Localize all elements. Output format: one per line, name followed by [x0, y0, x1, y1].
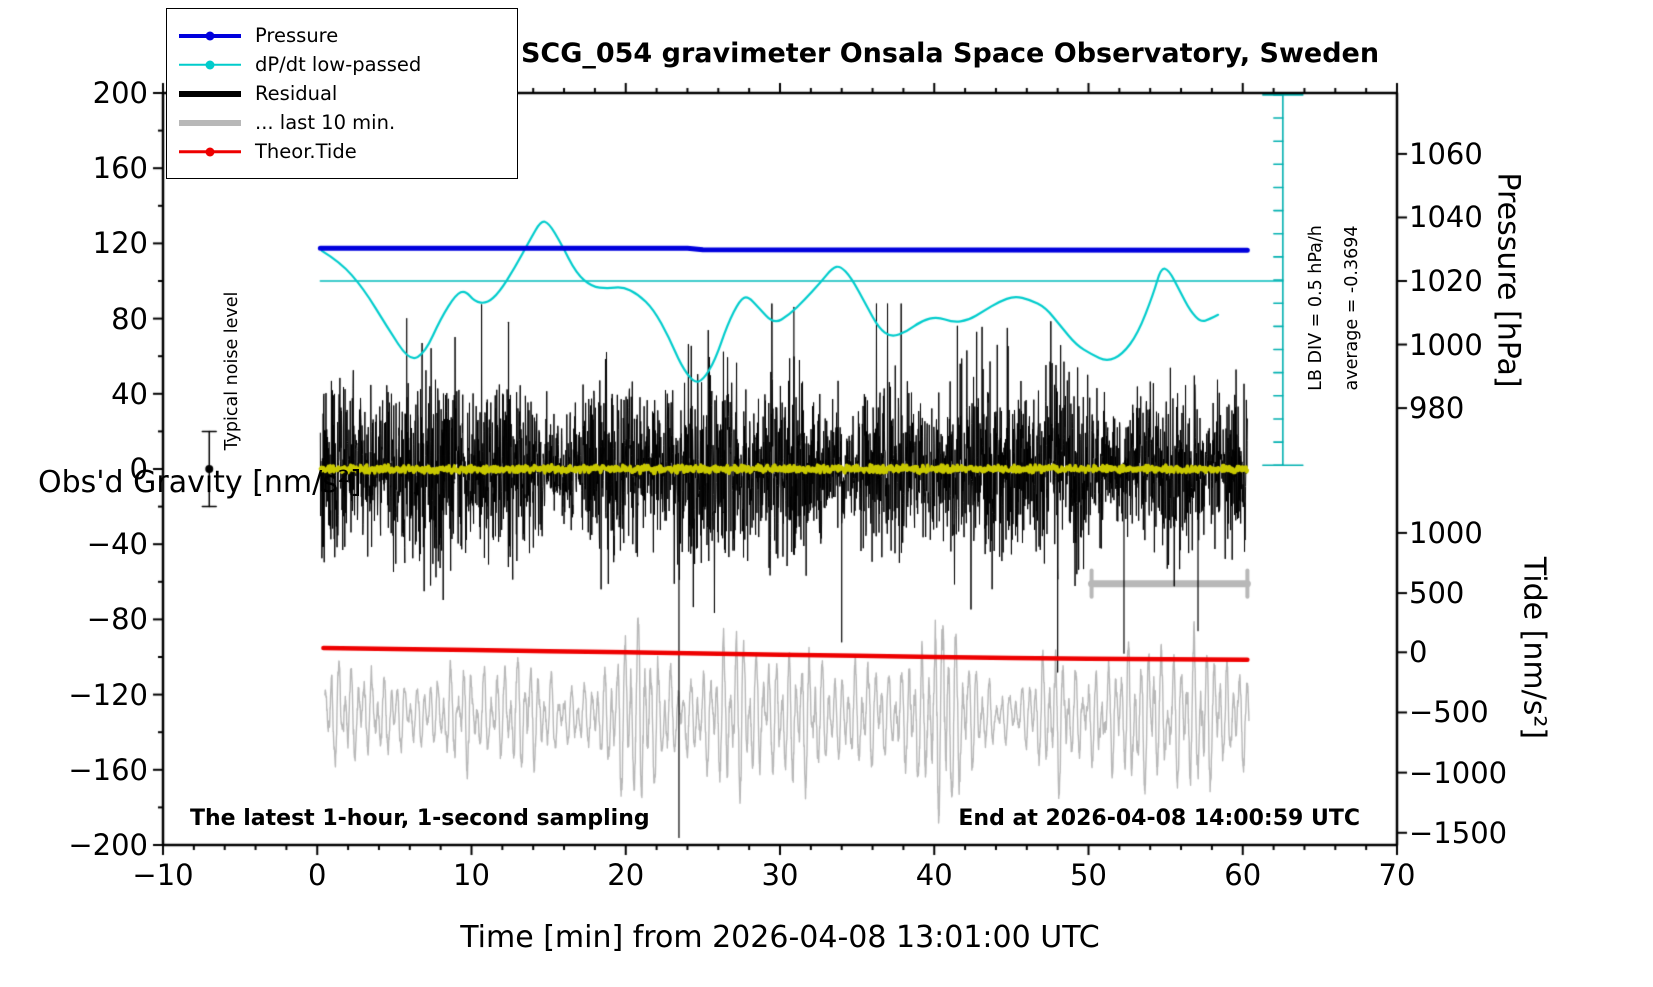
last10min-line-icon [179, 113, 241, 133]
residual-line-icon [179, 84, 241, 104]
legend-item-residual: Residual [179, 79, 517, 108]
legend-item-pressure: Pressure [179, 21, 517, 50]
legend-label: Theor.Tide [255, 140, 357, 163]
dpdt-line-icon [179, 55, 241, 75]
average-note: average = -0.3694 [1342, 225, 1362, 391]
legend-label: Residual [255, 82, 338, 105]
legend: Pressure dP/dt low-passed Residual ... l… [166, 8, 518, 179]
sampling-note: The latest 1-hour, 1-second sampling [190, 806, 650, 831]
legend-item-dpdt: dP/dt low-passed [179, 50, 517, 79]
legend-item-last10min: ... last 10 min. [179, 108, 517, 137]
legend-item-theor-tide: Theor.Tide [179, 137, 517, 166]
typical-noise-level-note: Typical noise level [222, 291, 242, 451]
y-axis-title-pressure: Pressure [hPa] [1490, 172, 1526, 388]
chart-title: SCG_054 gravimeter Onsala Space Observat… [520, 38, 1380, 69]
pressure-line-icon [179, 26, 241, 46]
legend-label: Pressure [255, 24, 339, 47]
end-time-note: End at 2026-04-08 14:00:59 UTC [958, 806, 1360, 831]
y-axis-title-gravity: Obs'd Gravity [nm/s²] [38, 465, 362, 500]
legend-label: ... last 10 min. [255, 111, 396, 134]
y-axis-title-tide: Tide [nm/s²] [1516, 556, 1552, 740]
legend-label: dP/dt low-passed [255, 53, 422, 76]
x-axis-title-time: Time [min] from 2026-04-08 13:01:00 UTC [460, 920, 1100, 955]
lb-div-note: LB DIV = 0.5 hPa/h [1306, 225, 1326, 391]
theor-tide-line-icon [179, 142, 241, 162]
